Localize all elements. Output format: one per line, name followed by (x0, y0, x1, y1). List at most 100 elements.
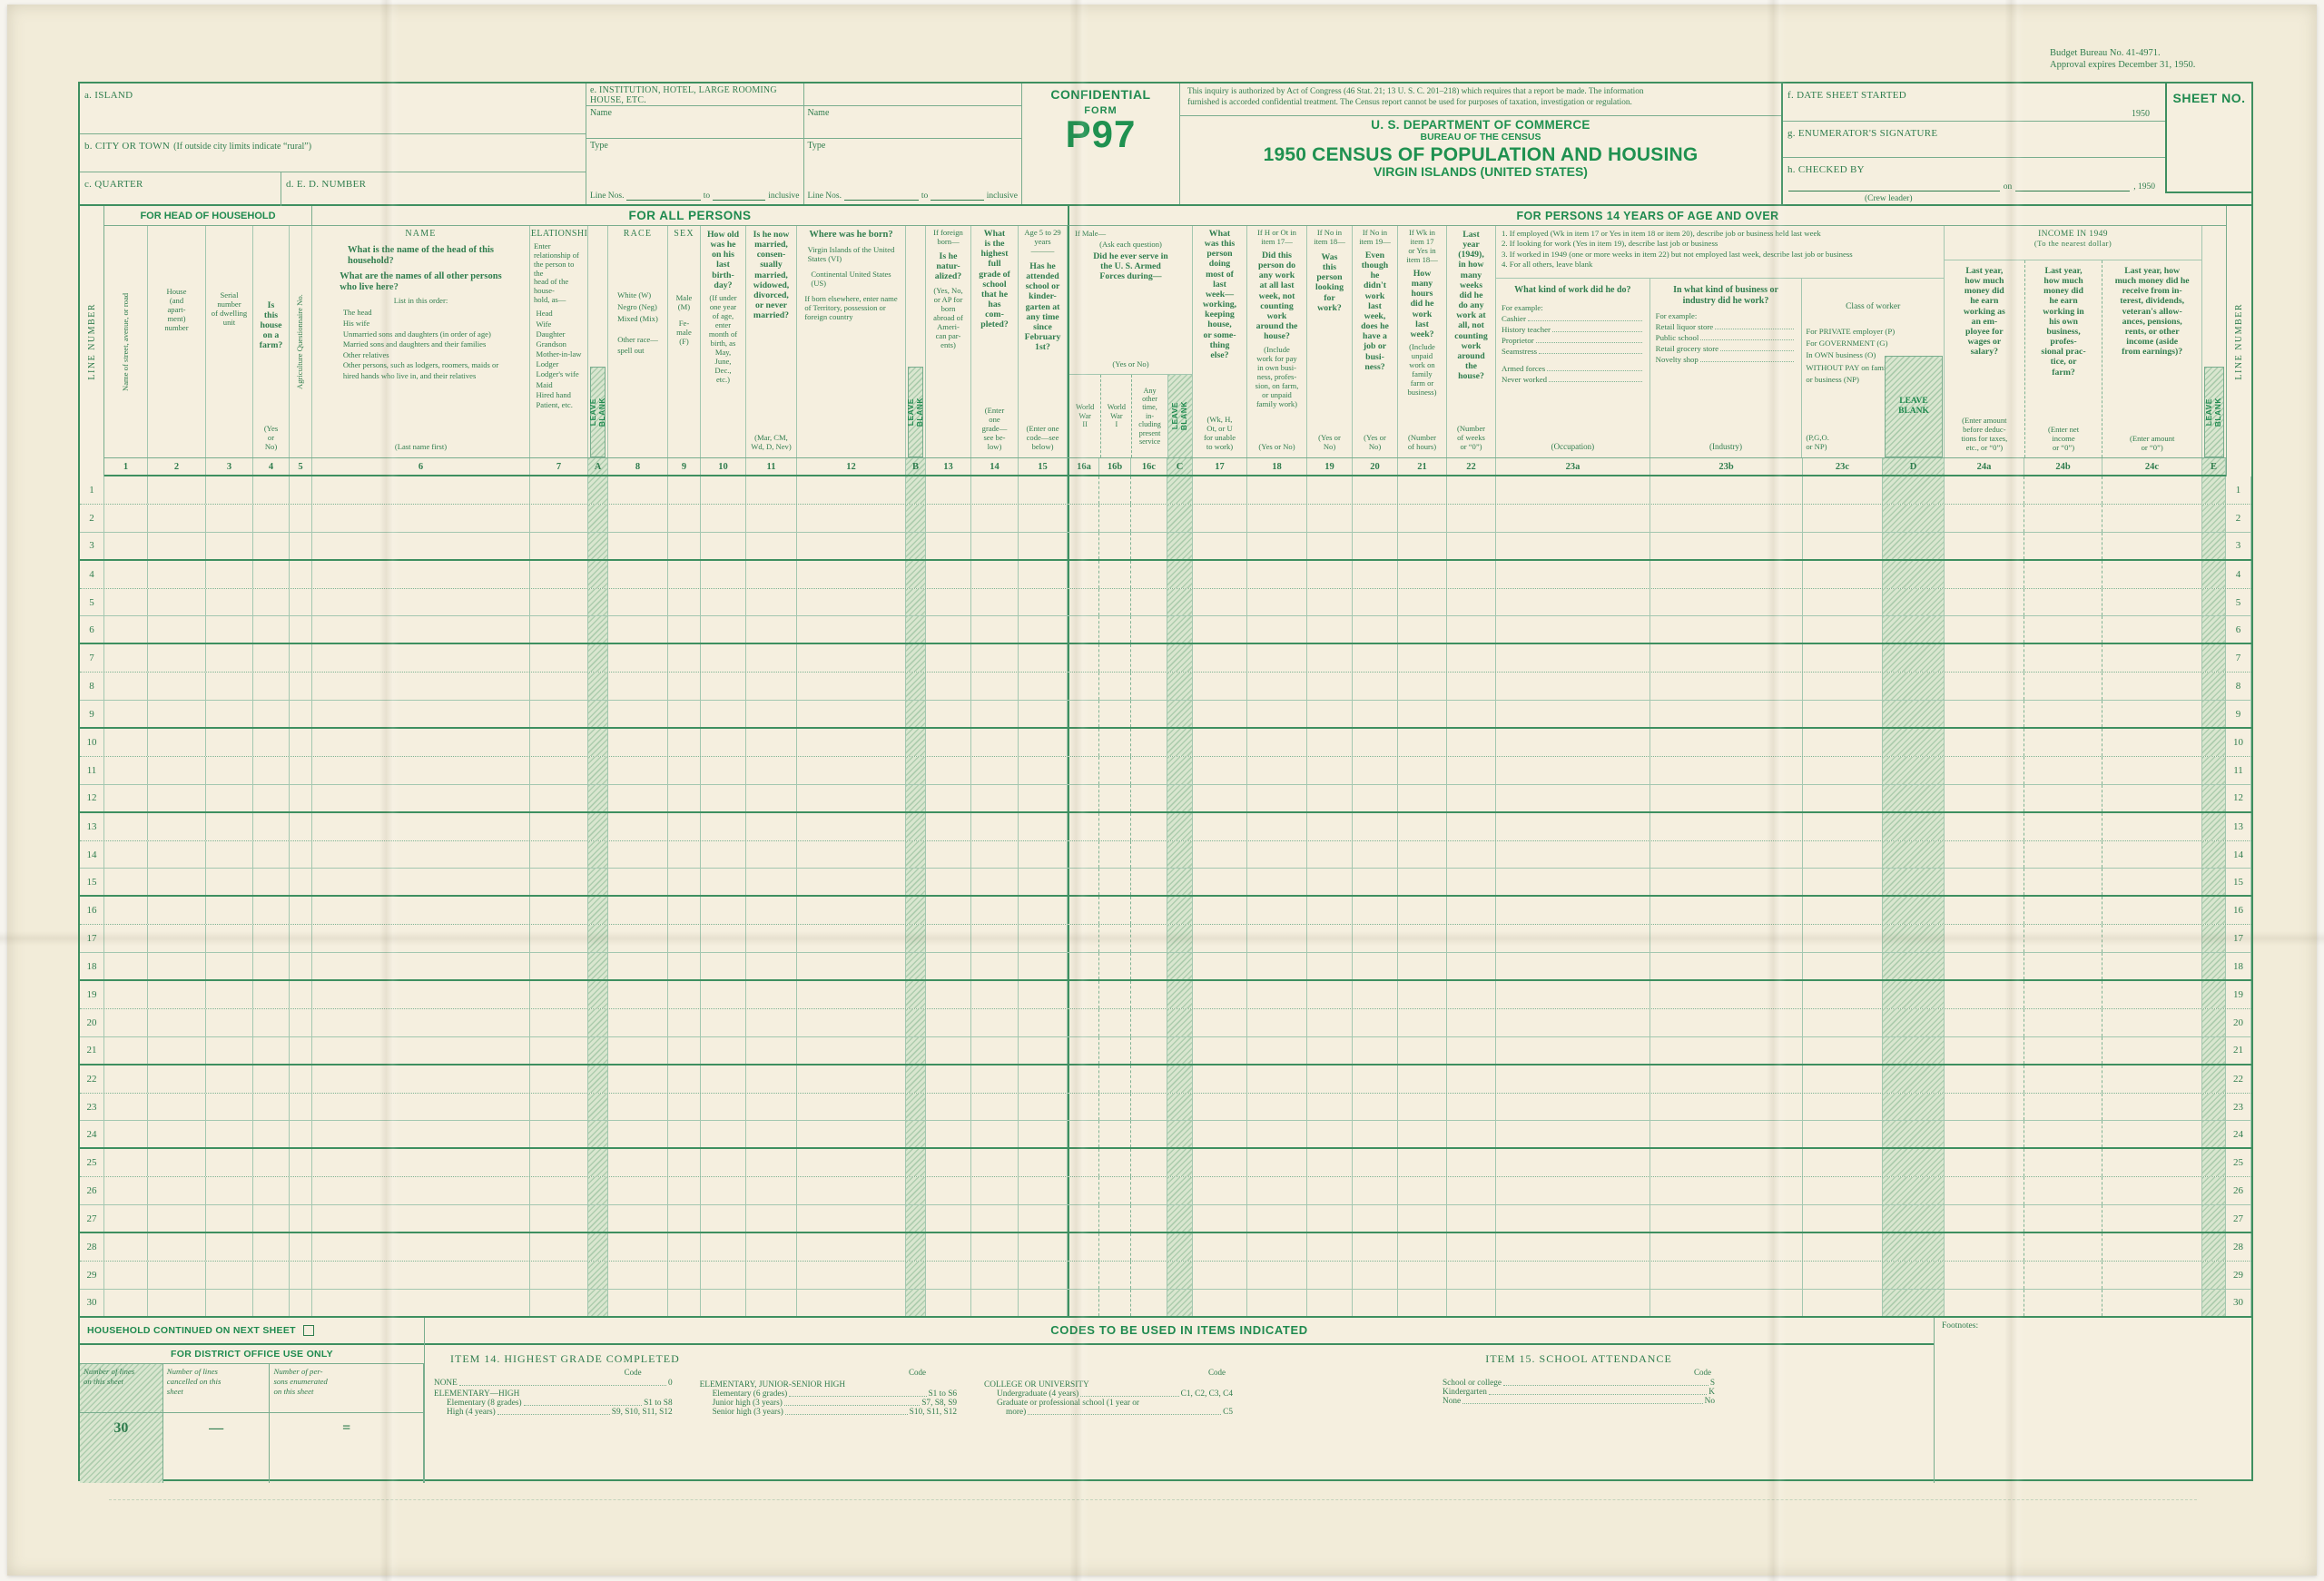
entry-cell[interactable] (1496, 616, 1650, 643)
entry-cell[interactable] (1019, 1205, 1068, 1232)
entry-cell[interactable] (312, 673, 530, 701)
entry-cell[interactable] (1019, 504, 1068, 532)
entry-cell[interactable] (1099, 925, 1131, 953)
entry-cell[interactable] (1193, 504, 1247, 532)
entry-cell[interactable] (1193, 616, 1247, 643)
entry-cell[interactable] (530, 504, 588, 532)
entry-cell[interactable] (2024, 1261, 2102, 1289)
entry-cell[interactable] (1099, 981, 1131, 1008)
entry-cell[interactable] (797, 532, 906, 559)
entry-cell[interactable] (206, 701, 253, 728)
entry-cell[interactable] (1945, 1289, 2024, 1316)
entry-cell[interactable] (148, 812, 206, 840)
entry-cell[interactable] (1099, 701, 1131, 728)
entry-cell[interactable] (926, 729, 971, 756)
entry-cell[interactable] (1099, 532, 1131, 559)
entry-cell[interactable] (668, 981, 701, 1008)
entry-cell[interactable] (1650, 588, 1803, 616)
entry-cell[interactable] (1193, 729, 1247, 756)
entry-cell[interactable] (971, 1289, 1019, 1316)
entry-cell[interactable] (104, 1093, 148, 1121)
entry-cell[interactable] (1068, 812, 1099, 840)
entry-cell[interactable] (701, 784, 746, 811)
entry-cell[interactable] (206, 588, 253, 616)
entry-cell[interactable] (1650, 953, 1803, 980)
entry-cell[interactable] (530, 1205, 588, 1232)
entry-cell[interactable] (253, 1036, 290, 1064)
entry-cell[interactable] (1068, 1008, 1099, 1036)
entry-cell[interactable] (1247, 701, 1307, 728)
entry-cell[interactable] (1398, 588, 1447, 616)
entry-cell[interactable] (1803, 981, 1883, 1008)
entry-cell[interactable] (1353, 1289, 1398, 1316)
entry-cell[interactable] (1247, 1065, 1307, 1093)
entry-cell[interactable] (206, 504, 253, 532)
entry-cell[interactable] (290, 756, 312, 784)
entry-cell[interactable] (253, 616, 290, 643)
entry-cell[interactable] (2102, 1177, 2202, 1205)
entry-cell[interactable] (1131, 588, 1167, 616)
entry-cell[interactable] (971, 560, 1019, 588)
ed-number-field[interactable]: d. E. D. NUMBER (281, 172, 586, 206)
entry-cell[interactable] (746, 1205, 797, 1232)
entry-cell[interactable] (1650, 756, 1803, 784)
entry-cell[interactable] (104, 588, 148, 616)
entry-cell[interactable] (668, 1121, 701, 1148)
entry-cell[interactable] (2024, 560, 2102, 588)
entry-cell[interactable] (608, 673, 668, 701)
entry-cell[interactable] (2024, 925, 2102, 953)
entry-cell[interactable] (1803, 1205, 1883, 1232)
entry-cell[interactable] (1447, 953, 1496, 980)
entry-cell[interactable] (1447, 1261, 1496, 1289)
entry-cell[interactable] (1398, 701, 1447, 728)
entry-cell[interactable] (1353, 1177, 1398, 1205)
entry-cell[interactable] (926, 1121, 971, 1148)
entry-cell[interactable] (1247, 981, 1307, 1008)
entry-cell[interactable] (1945, 1093, 2024, 1121)
entry-cell[interactable] (104, 1036, 148, 1064)
entry-cell[interactable] (1193, 588, 1247, 616)
entry-cell[interactable] (2024, 1065, 2102, 1093)
entry-cell[interactable] (1398, 1177, 1447, 1205)
entry-cell[interactable] (1068, 953, 1099, 980)
entry-cell[interactable] (253, 1261, 290, 1289)
entry-cell[interactable] (608, 1149, 668, 1177)
entry-cell[interactable] (1307, 560, 1353, 588)
entry-cell[interactable] (1398, 784, 1447, 811)
entry-cell[interactable] (668, 673, 701, 701)
entry-cell[interactable] (1496, 1233, 1650, 1261)
entry-cell[interactable] (1447, 1008, 1496, 1036)
entry-cell[interactable] (1398, 1036, 1447, 1064)
entry-cell[interactable] (148, 1205, 206, 1232)
entry-cell[interactable] (1353, 1008, 1398, 1036)
entry-cell[interactable] (1247, 1233, 1307, 1261)
entry-cell[interactable] (530, 729, 588, 756)
entry-cell[interactable] (1131, 644, 1167, 673)
entry-cell[interactable] (701, 1036, 746, 1064)
entry-cell[interactable] (608, 784, 668, 811)
entry-cell[interactable] (148, 1261, 206, 1289)
entry-cell[interactable] (1131, 1261, 1167, 1289)
entry-cell[interactable] (530, 1008, 588, 1036)
entry-cell[interactable] (971, 1233, 1019, 1261)
entry-cell[interactable] (1068, 588, 1099, 616)
entry-cell[interactable] (668, 897, 701, 925)
entry-cell[interactable] (1019, 701, 1068, 728)
entry-cell[interactable] (1353, 588, 1398, 616)
entry-cell[interactable] (1353, 701, 1398, 728)
entry-cell[interactable] (1447, 476, 1496, 504)
entry-cell[interactable] (1131, 953, 1167, 980)
entry-cell[interactable] (2102, 953, 2202, 980)
entry-cell[interactable] (1650, 784, 1803, 811)
entry-cell[interactable] (290, 1289, 312, 1316)
entry-cell[interactable] (746, 532, 797, 559)
entry-cell[interactable] (701, 701, 746, 728)
entry-cell[interactable] (1650, 532, 1803, 559)
entry-cell[interactable] (1099, 1121, 1131, 1148)
entry-cell[interactable] (1247, 1149, 1307, 1177)
entry-cell[interactable] (1068, 616, 1099, 643)
entry-cell[interactable] (608, 1289, 668, 1316)
entry-cell[interactable] (1496, 588, 1650, 616)
entry-cell[interactable] (1099, 729, 1131, 756)
entry-cell[interactable] (312, 729, 530, 756)
